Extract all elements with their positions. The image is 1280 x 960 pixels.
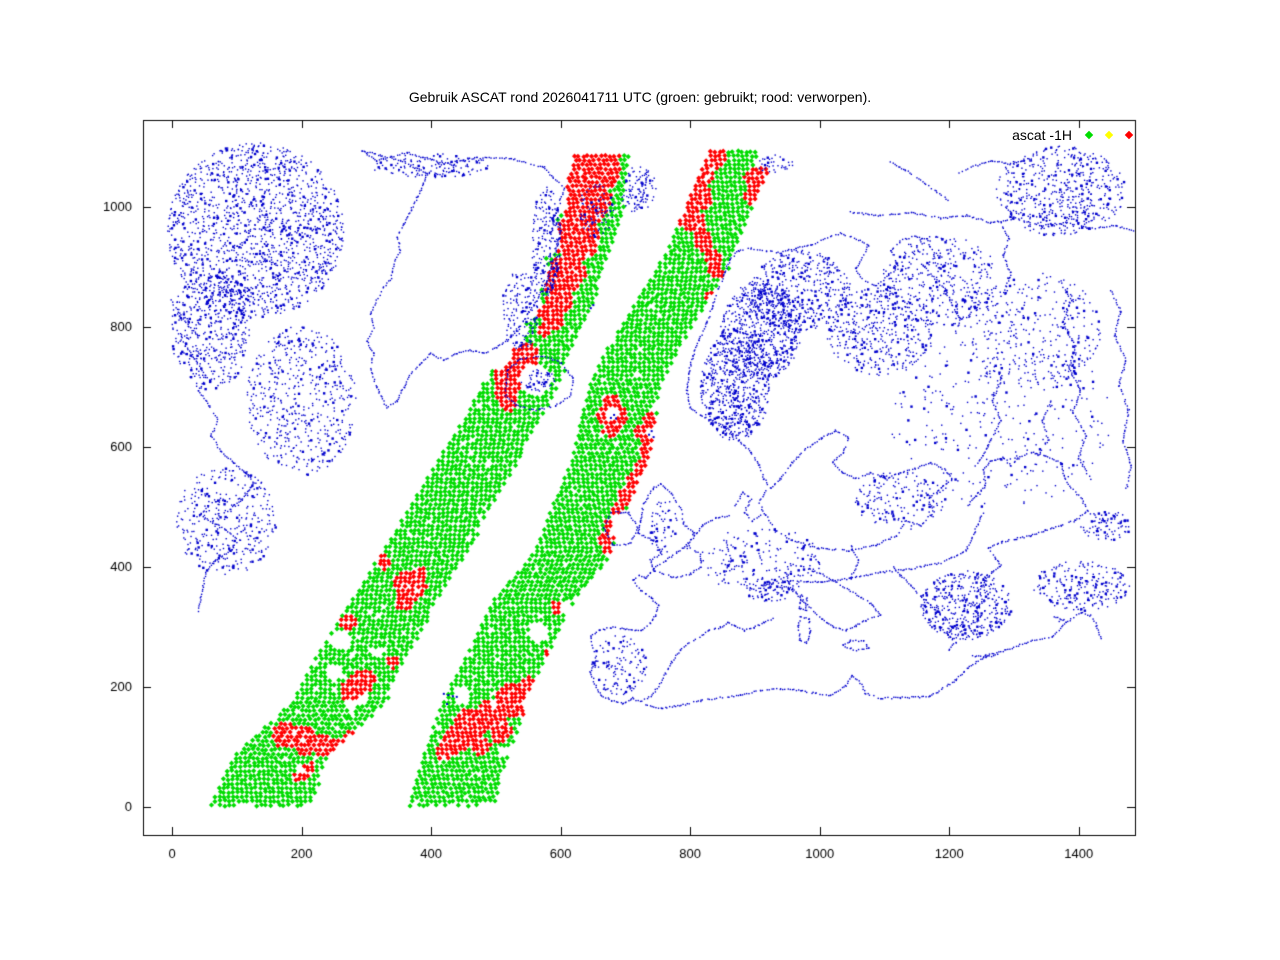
chart-title: Gebruik ASCAT rond 2026041711 UTC (groen… [408,89,872,105]
legend: ascat -1H [1012,127,1134,143]
legend-marker-rejected-icon [1124,130,1134,140]
legend-marker-used-icon [1084,130,1094,140]
legend-label: ascat -1H [1012,127,1072,143]
legend-marker-borderline-icon [1104,130,1114,140]
